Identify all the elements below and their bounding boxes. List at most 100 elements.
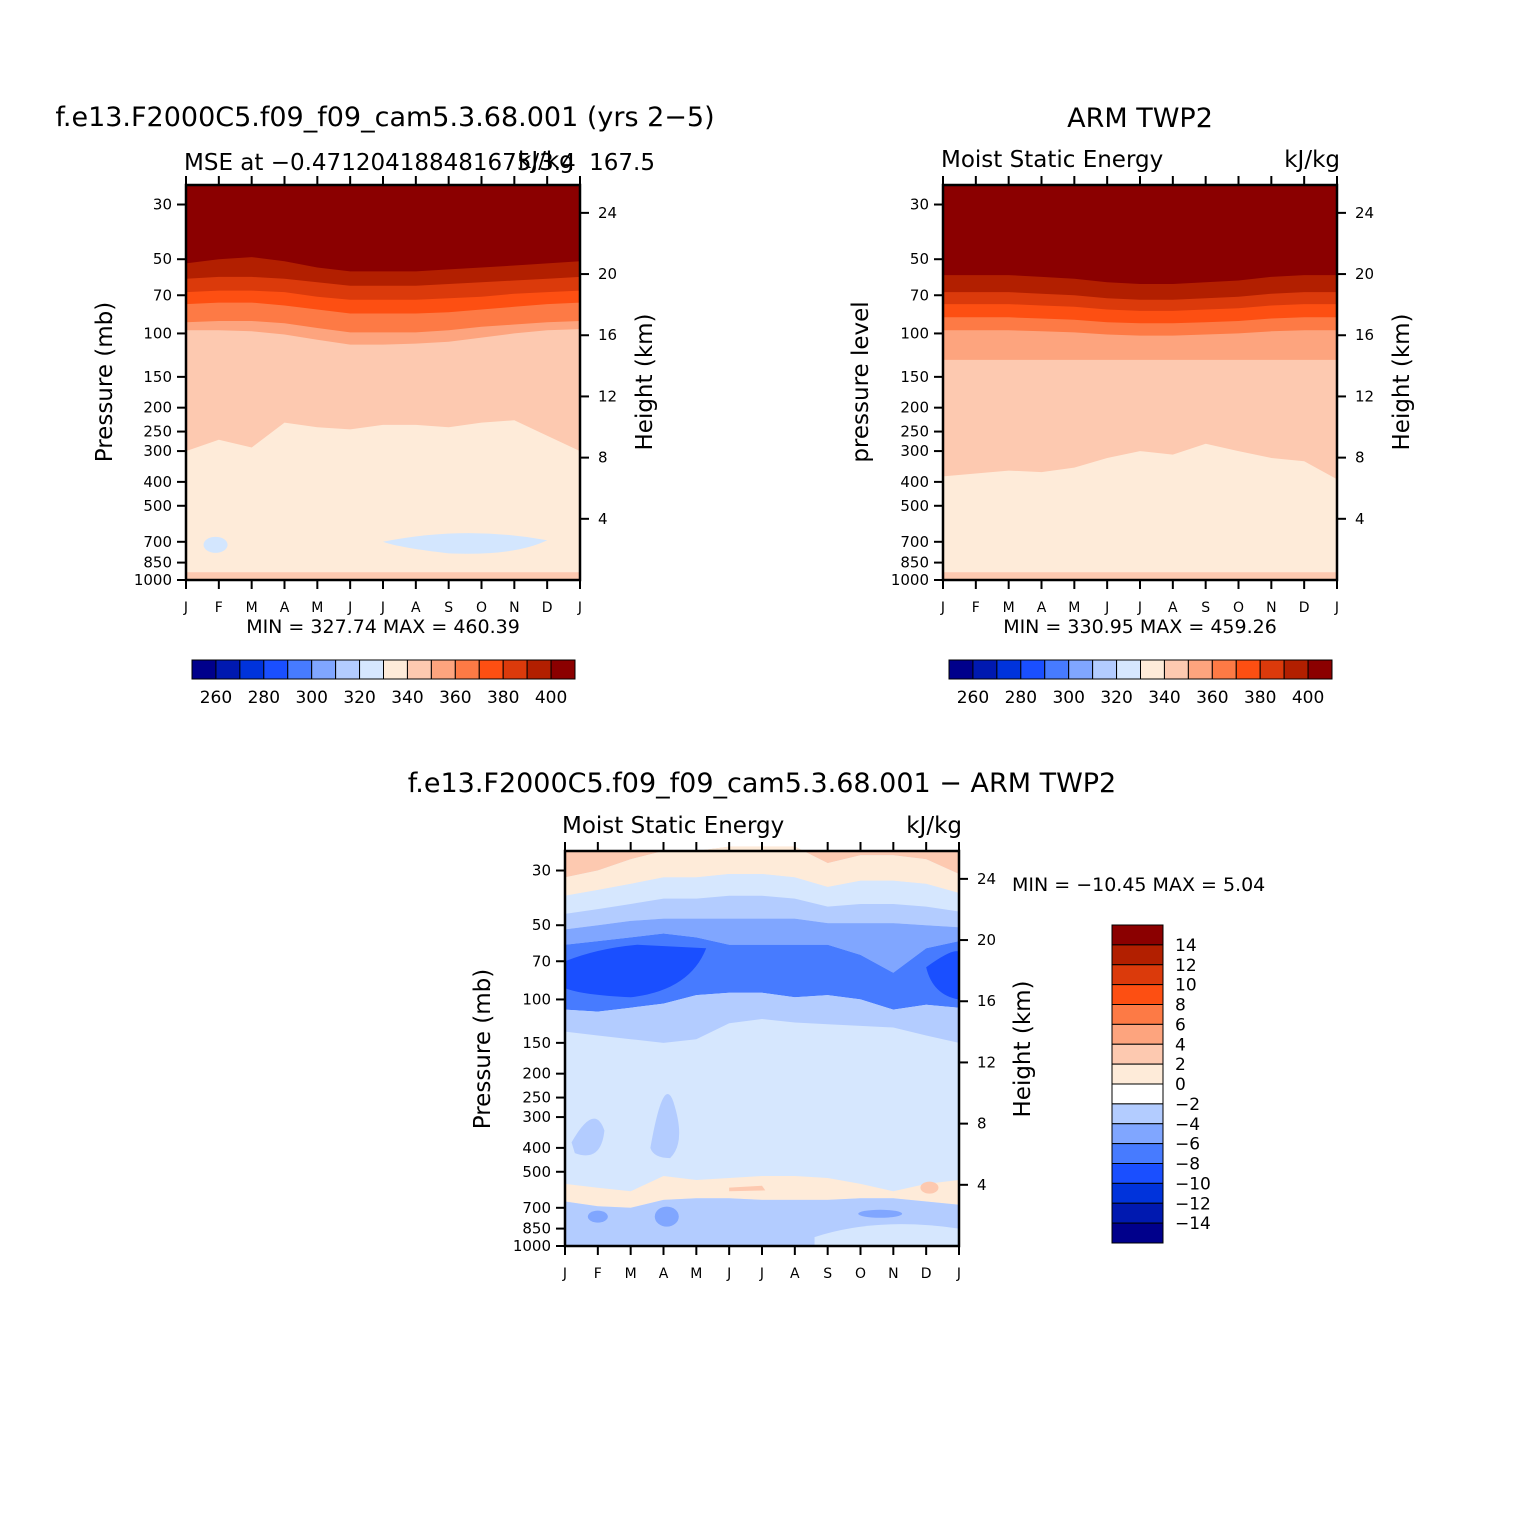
- month-tick-label: J: [940, 600, 945, 616]
- pressure-tick-label: 200: [522, 1065, 551, 1083]
- colorbar-swatch: [335, 659, 361, 680]
- colorbar-swatch: [1111, 924, 1164, 946]
- month-tick-label: J: [577, 600, 582, 616]
- month-tick-label: S: [444, 600, 453, 616]
- colorbar-swatch: [478, 659, 504, 680]
- colorbar-label: 340: [1148, 688, 1180, 708]
- colorbar-swatch: [1259, 659, 1285, 680]
- panel-title: f.e13.F2000C5.f09_f09_cam5.3.68.001 − AR…: [408, 768, 1117, 799]
- pressure-tick-label: 300: [143, 442, 172, 460]
- colorbar-label: 280: [248, 688, 280, 708]
- month-tick-label: F: [594, 1266, 602, 1282]
- colorbar-label: 300: [295, 688, 327, 708]
- colorbar-swatch: [1111, 1043, 1164, 1065]
- colorbar-label: 400: [535, 688, 567, 708]
- right-subtitle-overlap: kJ/kg: [518, 148, 574, 174]
- height-tick-label: 4: [598, 510, 608, 528]
- contour-fill-m2-surface: [814, 1224, 959, 1246]
- pressure-tick-label: 850: [143, 554, 172, 572]
- pressure-tick-label: 400: [143, 473, 172, 491]
- height-tick-label: 20: [977, 931, 996, 949]
- colorbar-label: −12: [1175, 1194, 1211, 1214]
- colorbar-swatch: [1044, 659, 1070, 680]
- colorbar-label: 360: [1196, 688, 1228, 708]
- pressure-tick-label: 50: [532, 916, 551, 934]
- y-axis-label-right: Height (km): [632, 313, 658, 450]
- pressure-tick-label: 400: [900, 473, 929, 491]
- colorbar-swatch: [454, 659, 480, 680]
- contour-field: [943, 185, 1337, 580]
- contour-fill-m4: [565, 895, 959, 930]
- contour-fill-m10: [926, 951, 959, 1000]
- height-tick-label: 24: [1355, 204, 1374, 222]
- pressure-tick-label: 1000: [134, 571, 172, 589]
- height-tick-label: 16: [598, 326, 617, 344]
- contour-fill-pos-patch: [729, 1185, 766, 1192]
- colorbar-swatch: [263, 659, 289, 680]
- height-tick-label: 16: [977, 992, 996, 1010]
- pressure-tick-label: 100: [143, 324, 172, 342]
- height-tick-label: 20: [1355, 265, 1374, 283]
- colorbar-swatch: [972, 659, 998, 680]
- pressure-tick-label: 400: [522, 1139, 551, 1157]
- colorbar-swatch: [1092, 659, 1118, 680]
- pressure-tick-label: 250: [900, 423, 929, 441]
- colorbar-swatch: [1111, 1143, 1164, 1164]
- height-tick-label: 16: [1355, 326, 1374, 344]
- colorbar-label: −2: [1175, 1095, 1200, 1115]
- pressure-tick-label: 300: [522, 1108, 551, 1126]
- pressure-tick-label: 700: [522, 1199, 551, 1217]
- pressure-tick-label: 500: [522, 1163, 551, 1181]
- colorbar-swatch: [1116, 659, 1141, 680]
- month-tick-label: J: [347, 600, 352, 616]
- colorbar-swatch: [311, 659, 337, 680]
- month-tick-label: J: [726, 1266, 731, 1282]
- contour-fill-m6-patch: [858, 1209, 903, 1218]
- month-tick-label: J: [1334, 600, 1339, 616]
- colorbar-label: 10: [1175, 976, 1197, 996]
- left-subtitle: MSE at −0.471204188481675/3.4: [184, 150, 576, 176]
- min-max-stats: MIN = −10.45 MAX = 5.04: [1012, 874, 1265, 896]
- height-ticks: 24 20 16 12 8 4: [959, 870, 996, 1194]
- colorbar-swatch: [1111, 1182, 1164, 1204]
- colorbar-swatch: [1307, 659, 1333, 680]
- pressure-tick-label: 1000: [513, 1237, 551, 1255]
- pressure-tick-label: 100: [900, 324, 929, 342]
- height-tick-label: 24: [977, 870, 996, 888]
- month-tick-label: F: [215, 600, 223, 616]
- month-tick-label: M: [1003, 600, 1015, 616]
- height-tick-label: 12: [1355, 387, 1374, 405]
- height-tick-label: 8: [977, 1115, 987, 1133]
- colorbar-swatch: [1111, 1023, 1164, 1045]
- month-tick-label: M: [246, 600, 258, 616]
- pressure-tick-label: 300: [900, 442, 929, 460]
- month-tick-label: J: [1137, 600, 1142, 616]
- colorbar: 260 280 300 320 340 360 380 400: [948, 659, 1333, 708]
- month-tick-label: A: [659, 1266, 669, 1282]
- pressure-tick-label: 50: [910, 250, 929, 268]
- pressure-tick-label: 700: [143, 533, 172, 551]
- colorbar-swatch: [502, 659, 528, 680]
- left-subtitle: Moist Static Energy: [941, 147, 1163, 173]
- y-axis-label: pressure level: [848, 301, 874, 462]
- colorbar-swatch: [215, 659, 241, 680]
- pressure-tick-label: 850: [900, 554, 929, 572]
- colorbar-label: 8: [1175, 996, 1186, 1016]
- pressure-tick-label: 150: [522, 1034, 551, 1052]
- colorbar-label: 380: [1244, 688, 1276, 708]
- colorbar-swatch: [1187, 659, 1213, 680]
- colorbar-swatch: [1111, 1202, 1164, 1224]
- pressure-tick-label: 50: [153, 250, 172, 268]
- pressure-tick-label: 150: [143, 368, 172, 386]
- month-tick-label: D: [1299, 600, 1310, 616]
- month-tick-label: M: [1068, 600, 1080, 616]
- contour-fill-surface: [943, 572, 1337, 580]
- contour-fill-m10: [565, 944, 707, 998]
